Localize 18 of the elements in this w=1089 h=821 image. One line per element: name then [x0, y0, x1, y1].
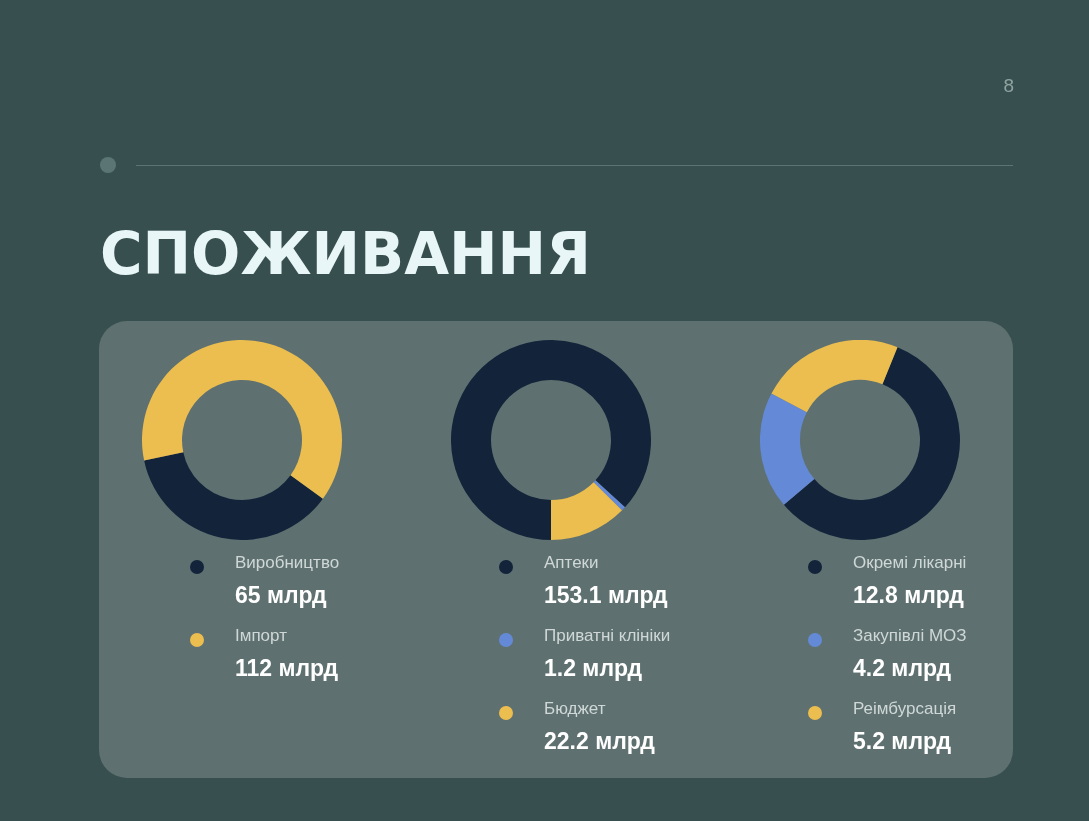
- data-label: 65 млрд: [235, 582, 327, 609]
- legend-label: Закупівлі МОЗ: [853, 626, 967, 646]
- legend-label: Реімбурсація: [853, 699, 957, 719]
- legend-label: Приватні клініки: [544, 626, 671, 646]
- data-label: 153.1 млрд: [544, 582, 668, 609]
- legend-label: Бюджет: [544, 699, 606, 719]
- legend-label: Окремі лікарні: [853, 553, 967, 573]
- legend-label: Аптеки: [544, 553, 599, 573]
- data-label: 1.2 млрд: [544, 655, 643, 682]
- chart-title: СПОЖИВАННЯ: [100, 220, 591, 288]
- legend-label: Виробництво: [235, 553, 340, 573]
- data-label: 5.2 млрд: [853, 728, 952, 755]
- data-label: 112 млрд: [235, 655, 339, 682]
- data-label: 12.8 млрд: [853, 582, 964, 609]
- data-label: 4.2 млрд: [853, 655, 952, 682]
- legend-label: Імпорт: [235, 626, 287, 646]
- text: 8: [1003, 75, 1014, 97]
- data-label: 22.2 млрд: [544, 728, 655, 755]
